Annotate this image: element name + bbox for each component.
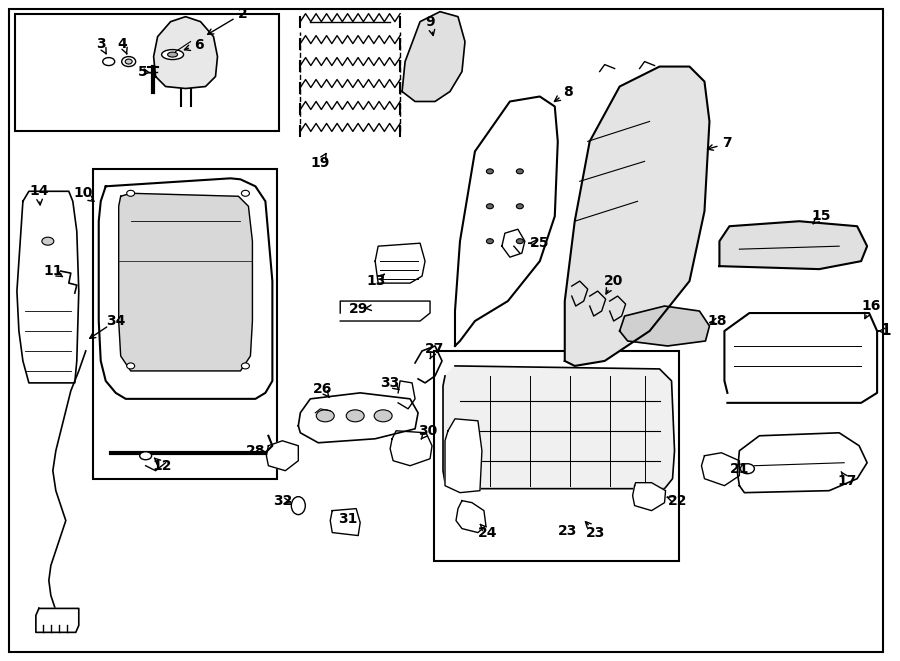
Polygon shape [99,178,273,399]
Polygon shape [398,381,415,409]
Text: 15: 15 [812,210,831,223]
Ellipse shape [122,57,136,67]
Polygon shape [737,433,867,492]
Text: 30: 30 [418,424,437,438]
Text: 4: 4 [118,36,128,51]
Text: 24: 24 [478,525,498,539]
Polygon shape [565,67,709,366]
Text: 25: 25 [530,236,550,250]
Ellipse shape [140,451,151,460]
Polygon shape [502,229,525,257]
Polygon shape [719,221,867,269]
Ellipse shape [486,169,493,174]
Text: 1: 1 [880,323,890,338]
Ellipse shape [486,239,493,244]
Text: 23: 23 [558,524,578,537]
Polygon shape [298,393,419,443]
Ellipse shape [127,363,135,369]
Polygon shape [455,97,558,346]
Ellipse shape [241,363,249,369]
Polygon shape [402,12,465,102]
Text: 32: 32 [273,494,292,508]
Text: 19: 19 [310,157,330,171]
Text: 31: 31 [338,512,358,525]
Ellipse shape [517,239,523,244]
Polygon shape [154,17,218,89]
Ellipse shape [316,410,334,422]
Ellipse shape [125,59,132,64]
Ellipse shape [486,204,493,209]
Polygon shape [340,301,430,321]
Text: 17: 17 [838,474,857,488]
Text: 28: 28 [246,444,266,458]
Ellipse shape [42,237,54,245]
Text: 14: 14 [29,184,49,198]
Text: 9: 9 [425,15,435,28]
Text: 11: 11 [43,264,63,278]
Bar [434,351,679,561]
Text: 6: 6 [194,38,203,52]
Polygon shape [724,313,878,403]
Text: 18: 18 [707,314,727,328]
Polygon shape [445,419,482,492]
Text: 8: 8 [562,85,572,98]
Text: 27: 27 [426,342,445,356]
Ellipse shape [103,58,114,65]
Text: 5: 5 [138,65,148,79]
Text: 22: 22 [668,494,688,508]
Polygon shape [17,191,79,383]
Ellipse shape [167,52,177,57]
Text: 2: 2 [238,7,248,20]
Text: 33: 33 [381,376,400,390]
Text: 20: 20 [604,274,624,288]
Ellipse shape [741,464,754,474]
Text: 7: 7 [723,136,733,151]
Text: 10: 10 [73,186,93,200]
Polygon shape [330,508,360,535]
Bar [93,169,277,479]
Polygon shape [266,441,298,471]
Ellipse shape [346,410,364,422]
Text: 26: 26 [312,382,332,396]
Text: 16: 16 [861,299,881,313]
Text: 23: 23 [586,525,606,539]
Ellipse shape [162,50,184,59]
Text: 34: 34 [106,314,125,328]
Ellipse shape [241,190,249,196]
Ellipse shape [517,169,523,174]
Polygon shape [619,306,709,346]
Polygon shape [443,366,674,488]
Polygon shape [375,243,425,283]
Polygon shape [36,608,79,633]
Ellipse shape [374,410,392,422]
Polygon shape [390,431,432,466]
Text: 13: 13 [366,274,386,288]
Text: 29: 29 [348,302,368,316]
Polygon shape [456,500,486,533]
Polygon shape [633,483,665,510]
Ellipse shape [517,204,523,209]
Text: 21: 21 [730,462,749,476]
Text: 3: 3 [96,36,105,51]
Text: 12: 12 [153,459,173,473]
Ellipse shape [292,496,305,515]
Ellipse shape [127,190,135,196]
Bar [15,14,279,132]
Polygon shape [119,193,252,371]
Polygon shape [701,453,740,486]
